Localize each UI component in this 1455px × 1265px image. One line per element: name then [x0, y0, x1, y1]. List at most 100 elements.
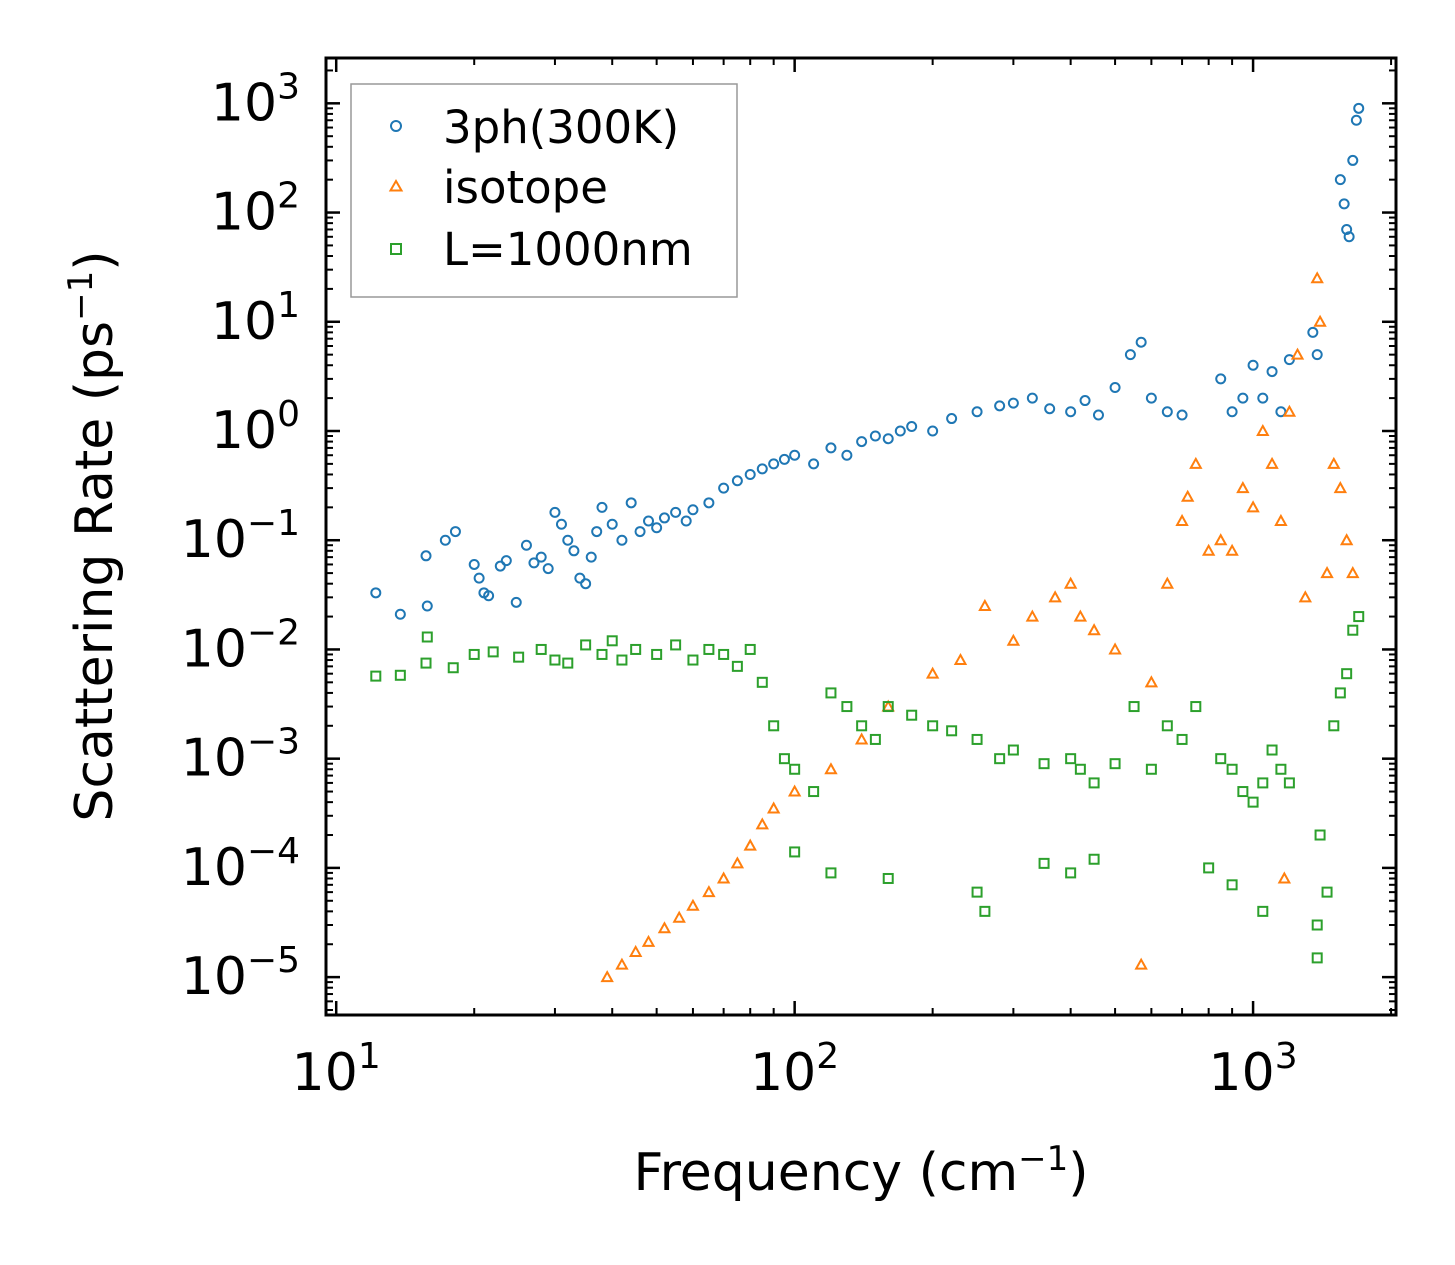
- point-s2-64: [1353, 611, 1365, 623]
- point-s0-25: [596, 501, 608, 513]
- point-s2-33: [906, 709, 918, 721]
- point-s2-13: [606, 635, 618, 647]
- point-s2-66: [825, 867, 837, 879]
- point-s2-16: [651, 648, 663, 660]
- point-s2-76: [1311, 952, 1323, 964]
- point-s1-47: [1333, 481, 1348, 494]
- point-s2-12: [596, 648, 608, 660]
- point-s1-32: [1201, 543, 1216, 556]
- y-tick-label-2: 10−3: [181, 722, 300, 789]
- point-s2-44: [1128, 701, 1140, 713]
- point-s2-50: [1226, 763, 1238, 775]
- point-s0-35: [687, 504, 699, 516]
- point-s1-6: [686, 898, 700, 911]
- point-s2-24: [768, 720, 780, 732]
- point-s0-20: [568, 545, 580, 557]
- point-s2-26: [789, 763, 801, 775]
- point-s1-7: [702, 885, 716, 898]
- point-s0-21: [574, 572, 586, 584]
- point-s1-9: [730, 856, 745, 869]
- point-s0-53: [946, 413, 958, 425]
- point-s0-68: [1215, 373, 1227, 385]
- point-s0-0: [370, 587, 382, 599]
- point-s1-48: [1339, 533, 1354, 546]
- point-s2-35: [946, 725, 958, 737]
- point-s1-45: [1320, 566, 1334, 579]
- point-s1-14: [824, 762, 838, 775]
- point-s2-27: [808, 786, 820, 798]
- point-s1-38: [1265, 456, 1279, 469]
- point-s1-0: [600, 970, 614, 983]
- point-s1-23: [1063, 576, 1078, 589]
- point-s2-47: [1176, 733, 1188, 745]
- point-s1-4: [657, 921, 672, 934]
- point-s2-59: [1321, 886, 1333, 898]
- x-tick-label-2: 103: [1209, 1036, 1298, 1103]
- point-s0-84: [1353, 102, 1365, 114]
- point-s2-11: [580, 639, 592, 651]
- point-s1-30: [1180, 489, 1195, 502]
- point-s0-38: [731, 475, 743, 487]
- point-s2-61: [1334, 687, 1346, 699]
- point-s2-28: [825, 687, 837, 699]
- x-tick-label-1: 102: [750, 1036, 839, 1103]
- point-s1-37: [1256, 423, 1270, 436]
- point-s0-26: [606, 518, 618, 530]
- point-s0-61: [1092, 409, 1104, 421]
- point-s1-44: [1313, 314, 1327, 327]
- point-s0-31: [651, 522, 663, 534]
- point-s2-1: [394, 669, 406, 681]
- point-s2-7: [513, 651, 525, 663]
- point-s2-14: [616, 654, 628, 666]
- point-s2-74: [1226, 879, 1238, 891]
- point-s0-1: [394, 608, 406, 620]
- point-s2-41: [1074, 763, 1086, 775]
- point-s2-58: [1314, 829, 1326, 841]
- point-s0-66: [1161, 406, 1173, 418]
- point-s2-30: [856, 720, 868, 732]
- point-s0-42: [778, 453, 790, 465]
- point-s1-33: [1214, 533, 1228, 546]
- point-s2-57: [1311, 919, 1323, 931]
- point-s0-63: [1124, 349, 1136, 361]
- point-s0-37: [718, 482, 730, 494]
- point-s2-15: [630, 643, 642, 655]
- point-s2-19: [703, 643, 715, 655]
- point-s2-9: [549, 654, 561, 666]
- point-s2-52: [1247, 796, 1259, 808]
- point-s0-17: [549, 506, 561, 518]
- point-s2-3: [421, 631, 433, 643]
- point-s2-23: [756, 676, 768, 688]
- point-s2-10: [562, 657, 574, 669]
- point-s2-37: [994, 753, 1006, 765]
- x-tick-labels: 101 102 103: [292, 1036, 1298, 1103]
- point-s0-29: [634, 526, 646, 538]
- point-s1-27: [1144, 675, 1159, 688]
- point-s2-51: [1237, 786, 1249, 798]
- point-s1-17: [925, 666, 940, 679]
- point-s2-0: [370, 670, 382, 682]
- point-s1-51: [1277, 871, 1292, 884]
- point-s2-42: [1088, 777, 1100, 789]
- point-s2-49: [1215, 753, 1227, 765]
- point-s0-46: [841, 449, 853, 461]
- point-s0-23: [585, 551, 597, 563]
- point-s0-64: [1135, 336, 1147, 348]
- point-s2-67: [882, 872, 894, 884]
- plot-frame: [324, 56, 1398, 1017]
- point-s2-62: [1341, 668, 1353, 680]
- point-s1-49: [1346, 566, 1360, 579]
- point-s0-60: [1079, 395, 1091, 407]
- legend-label-3ph: 3ph(300K): [443, 101, 679, 154]
- legend-marker-l1000nm: [390, 243, 402, 255]
- point-s1-20: [1006, 633, 1021, 646]
- point-s1-42: [1298, 590, 1313, 603]
- point-s2-4: [447, 662, 459, 674]
- point-s2-73: [1203, 862, 1215, 874]
- point-s1-15: [854, 732, 869, 745]
- point-s2-63: [1347, 624, 1359, 636]
- point-s0-71: [1247, 359, 1259, 371]
- point-s0-36: [703, 497, 715, 509]
- point-s0-65: [1145, 392, 1157, 404]
- point-s2-69: [979, 905, 991, 917]
